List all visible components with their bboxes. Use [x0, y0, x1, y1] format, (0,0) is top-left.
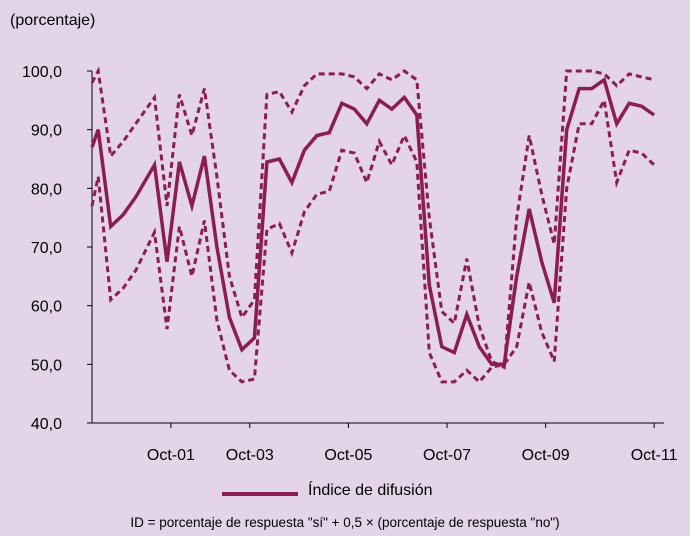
footnote: ID = porcentaje de respuesta "sí" + 0,5 … — [130, 515, 560, 530]
series-line-indice — [90, 76, 656, 367]
x-tick-label: Oct-05 — [324, 447, 372, 464]
y-tick-label: 40,0 — [31, 416, 62, 433]
y-tick-label: 100,0 — [22, 64, 62, 81]
series-line-band-1 — [90, 66, 655, 370]
y-tick-label: 70,0 — [31, 240, 62, 257]
x-tick-label: Oct-09 — [522, 447, 570, 464]
y-tick-label: 90,0 — [31, 123, 62, 140]
x-tick-label: Oct-07 — [423, 447, 471, 464]
x-tick-label: Oct-03 — [226, 447, 274, 464]
series-lines — [90, 66, 656, 385]
axes: 40,0 50,0 60,0 70,0 80,0 90,0 100,0 Oct-01 Oct-0… — [22, 64, 678, 464]
y-tick-label: 60,0 — [31, 299, 62, 316]
legend-label-indice: Índice de difusión — [308, 482, 433, 499]
x-tick-label: Oct-01 — [147, 447, 195, 464]
y-tick-label: 80,0 — [31, 181, 62, 198]
x-tick-label: Oct-11 — [631, 447, 678, 464]
y-axis-label: (porcentaje) — [10, 12, 96, 29]
y-tick-label: 50,0 — [31, 357, 62, 374]
legend-swatch-indice — [222, 492, 298, 496]
series-line-band-2 — [90, 95, 656, 385]
